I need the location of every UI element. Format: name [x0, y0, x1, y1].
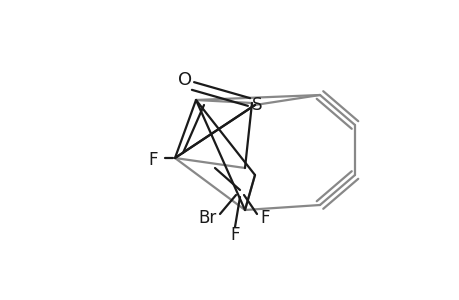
Text: F: F — [148, 151, 157, 169]
Text: Br: Br — [198, 209, 217, 227]
Text: F: F — [230, 226, 239, 244]
Text: F: F — [260, 209, 269, 227]
Text: S: S — [251, 96, 262, 114]
Text: O: O — [178, 71, 192, 89]
